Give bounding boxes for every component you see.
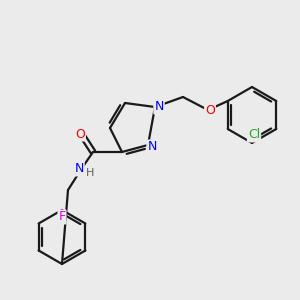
Text: H: H (86, 168, 94, 178)
Text: N: N (74, 163, 84, 176)
Text: F: F (58, 211, 66, 224)
Text: O: O (75, 128, 85, 140)
Text: Cl: Cl (248, 128, 260, 142)
Text: N: N (154, 100, 164, 113)
Text: O: O (205, 104, 215, 118)
Text: N: N (147, 140, 157, 154)
